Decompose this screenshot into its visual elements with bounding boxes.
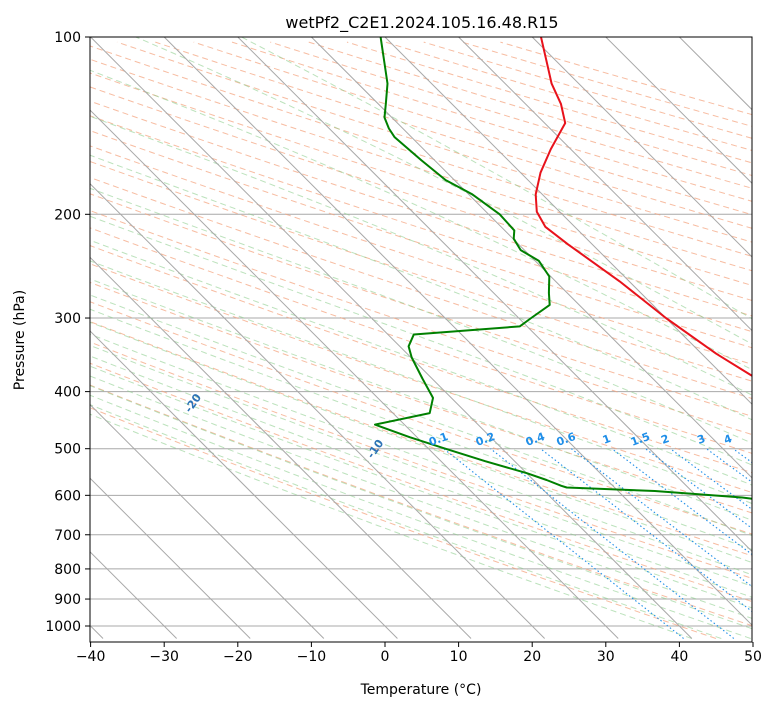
y-tick-label: 400	[54, 385, 81, 401]
x-tick-label: 50	[744, 649, 762, 665]
y-tick-label: 700	[54, 528, 81, 544]
chart-title: wetPf2_C2E1.2024.105.16.48.R15	[285, 13, 558, 33]
x-tick-label: 20	[523, 649, 541, 665]
x-tick-label: −30	[149, 649, 179, 665]
x-tick-label: 30	[597, 649, 615, 665]
x-tick-label: 10	[450, 649, 468, 665]
y-tick-label: 200	[54, 207, 81, 223]
x-tick-label: −40	[76, 649, 106, 665]
y-tick-label: 300	[54, 311, 81, 327]
y-tick-label: 100	[54, 30, 81, 46]
x-tick-label: −10	[297, 649, 327, 665]
y-tick-label: 600	[54, 488, 81, 504]
y-axis-label: Pressure (hPa)	[12, 290, 28, 390]
x-axis-label: Temperature (°C)	[360, 682, 482, 698]
x-tick-label: 0	[381, 649, 390, 665]
y-tick-label: 800	[54, 562, 81, 578]
y-tick-label: 900	[54, 592, 81, 608]
x-tick-label: −20	[223, 649, 253, 665]
y-tick-label: 1000	[45, 619, 81, 635]
x-tick-label: 40	[670, 649, 688, 665]
y-tick-label: 500	[54, 442, 81, 458]
